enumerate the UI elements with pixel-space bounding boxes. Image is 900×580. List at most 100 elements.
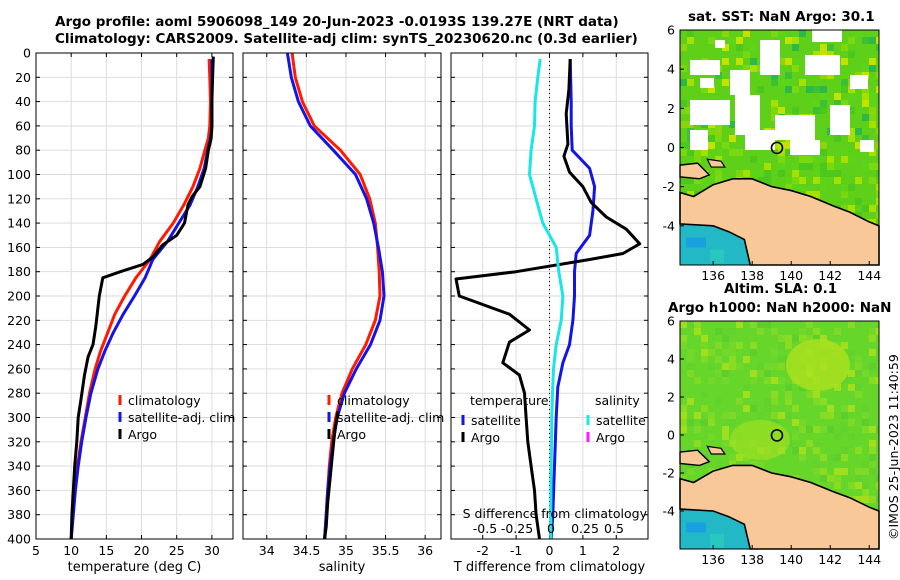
map-pixel	[729, 419, 736, 426]
map-pixel	[729, 454, 736, 461]
map-pixel	[820, 335, 827, 342]
map-pixel	[771, 114, 778, 121]
map-pixel	[799, 454, 806, 461]
y-tick-label: 380	[7, 507, 31, 522]
y-tick-label: 320	[7, 434, 31, 449]
map-pixel	[778, 58, 785, 65]
no-data-patch	[700, 78, 714, 88]
map-pixel	[841, 100, 848, 107]
map-pixel	[680, 419, 687, 426]
legend-label: Argo	[596, 430, 625, 445]
map-pixel	[764, 170, 771, 177]
map-pixel	[771, 100, 778, 107]
map-pixel	[785, 342, 792, 349]
map-pixel	[848, 107, 855, 114]
map-pixel	[855, 496, 862, 503]
legend-title: temperature	[470, 393, 549, 408]
map-x-tick-label: 142	[818, 268, 842, 283]
map-pixel	[820, 454, 827, 461]
southern-sea-patch	[686, 522, 706, 533]
map-pixel	[813, 107, 820, 114]
map-pixel	[736, 170, 743, 177]
map-pixel	[694, 377, 701, 384]
x-tick-label: 5	[32, 543, 40, 558]
map-pixel	[862, 93, 869, 100]
map-pixel	[701, 391, 708, 398]
x-tick-label: 35.5	[372, 543, 400, 558]
map-pixel	[792, 58, 799, 65]
map-pixel	[820, 149, 827, 156]
map-pixel	[715, 328, 722, 335]
map-pixel	[855, 384, 862, 391]
map-pixel	[694, 440, 701, 447]
map-pixel	[869, 349, 876, 356]
y-tick-label: 80	[15, 143, 31, 158]
map-pixel	[680, 335, 687, 342]
figure-title-line2: Climatology: CARS2009. Satellite-adj cli…	[55, 31, 638, 47]
map-pixel	[834, 433, 841, 440]
series-line-temperature-argo	[454, 59, 642, 540]
map-pixel	[694, 177, 701, 184]
map-x-tick-label: 140	[779, 552, 803, 567]
map-y-tick-label: 4	[667, 352, 675, 367]
y-tick-label: 340	[7, 459, 31, 474]
map-pixel	[743, 65, 750, 72]
map-pixel	[841, 405, 848, 412]
legend-label: Argo	[471, 430, 500, 445]
map-pixel	[813, 398, 820, 405]
secondary-x-tick-label: -0.25	[501, 521, 533, 536]
map-pixel	[799, 419, 806, 426]
map-pixel	[687, 191, 694, 198]
map-x-tick-label: 138	[740, 268, 764, 283]
map-pixel	[778, 356, 785, 363]
map-pixel	[792, 163, 799, 170]
map-pixel	[876, 496, 879, 503]
map-pixel	[876, 426, 879, 433]
map-pixel	[876, 128, 879, 135]
map-pixel	[757, 321, 764, 328]
map-pixel	[729, 412, 736, 419]
map-pixel	[687, 363, 694, 370]
map-pixel	[785, 86, 792, 93]
map-pixel	[862, 468, 869, 475]
map-pixel	[869, 58, 876, 65]
map-pixel	[806, 86, 813, 93]
map-pixel	[792, 44, 799, 51]
map-pixel	[680, 107, 687, 114]
map-pixel	[869, 447, 876, 454]
map-pixel	[694, 328, 701, 335]
map-pixel	[841, 205, 848, 212]
map-pixel	[841, 58, 848, 65]
map-pixel	[680, 426, 687, 433]
no-data-patch	[690, 100, 730, 125]
map-pixel	[785, 384, 792, 391]
map-pixel	[736, 342, 743, 349]
map-pixel	[708, 412, 715, 419]
map-pixel	[771, 72, 778, 79]
figure-title-line1: Argo profile: aoml 5906098_149 20-Jun-20…	[55, 14, 619, 30]
map-pixel	[813, 156, 820, 163]
map-pixel	[820, 86, 827, 93]
map-pixel	[680, 65, 687, 72]
map-pixel	[687, 37, 694, 44]
map-pixel	[813, 426, 820, 433]
map-pixel	[841, 44, 848, 51]
secondary-x-tick-label: 0.25	[571, 521, 599, 536]
map-pixel	[834, 177, 841, 184]
map-pixel	[680, 79, 687, 86]
map-pixel	[869, 454, 876, 461]
map-pixel	[827, 412, 834, 419]
map-pixel	[778, 342, 785, 349]
map-pixel	[771, 30, 778, 37]
map-pixel	[771, 328, 778, 335]
map-pixel	[778, 363, 785, 370]
y-tick-label: 20	[15, 70, 31, 85]
map-pixel	[722, 79, 729, 86]
map-pixel	[680, 468, 687, 475]
map-pixel	[722, 370, 729, 377]
map-pixel	[813, 170, 820, 177]
map-pixel	[869, 100, 876, 107]
map-pixel	[701, 184, 708, 191]
map-pixel	[701, 405, 708, 412]
